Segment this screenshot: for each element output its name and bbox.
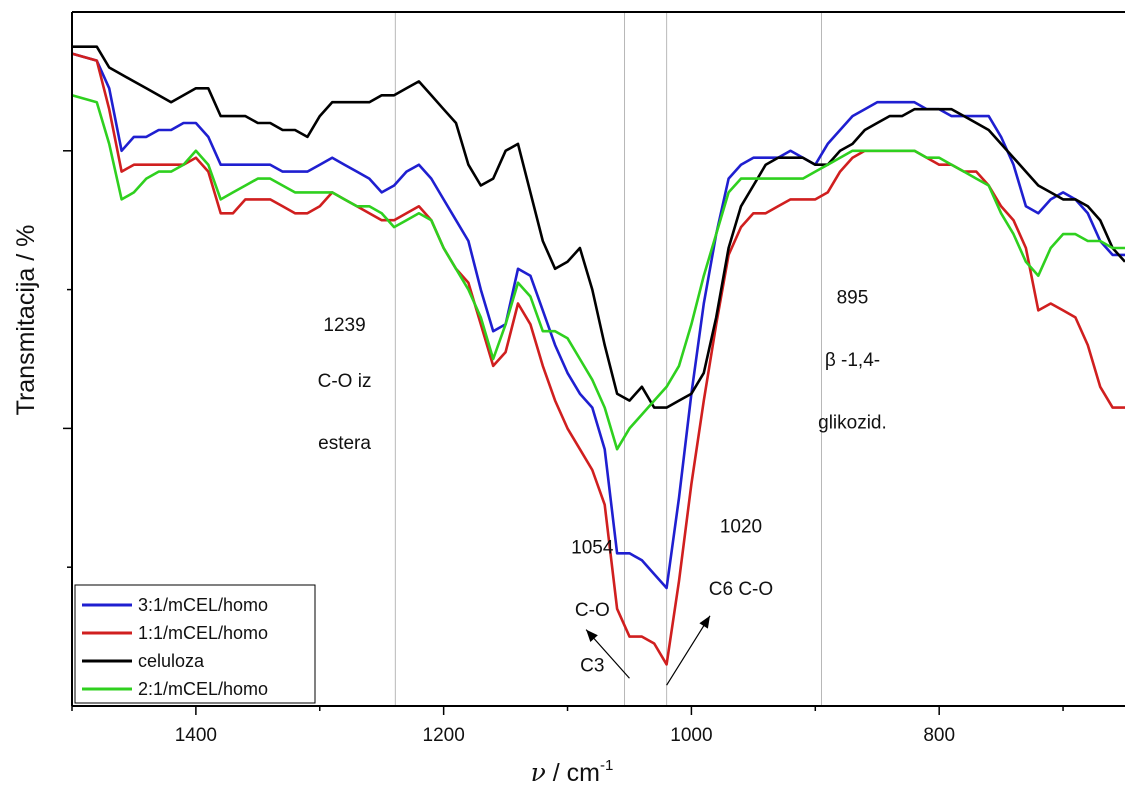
annotation-arrow xyxy=(666,615,711,686)
reference-lines xyxy=(394,12,822,706)
annotation-text: estera xyxy=(318,433,371,454)
series-line xyxy=(72,45,1125,409)
x-tick-label: 1400 xyxy=(175,725,217,746)
legend-label: 3:1/mCEL/homo xyxy=(138,595,268,615)
annotation-text: C-O iz xyxy=(318,371,372,392)
x-axis-label: ν / cm-1 xyxy=(531,757,614,785)
legend: 3:1/mCEL/homo 1:1/mCEL/homo celuloza 2:1/mC… xyxy=(74,584,316,704)
y-ticks xyxy=(63,150,72,568)
arrow-head xyxy=(699,615,710,629)
y-axis-label: Transmitacija / % xyxy=(12,225,40,416)
annotation-text: 1239 xyxy=(323,315,365,336)
series-line xyxy=(71,52,1125,590)
x-axis-symbol: ν xyxy=(531,758,546,785)
x-tick-label: 800 xyxy=(923,725,955,746)
x-tick-label: 1200 xyxy=(423,725,465,746)
legend-label: 1:1/mCEL/homo xyxy=(138,623,268,643)
x-axis-exponent: -1 xyxy=(600,757,613,774)
annotation-text: C3 xyxy=(580,655,604,676)
legend-label: celuloza xyxy=(138,651,205,671)
series-line xyxy=(71,52,1125,666)
annotation-text: 895 xyxy=(837,287,869,308)
x-tick-label: 1000 xyxy=(670,725,712,746)
x-ticks: 1400 1200 1000 800 xyxy=(71,706,1064,746)
series-line xyxy=(71,94,1125,451)
arrow-head xyxy=(586,629,598,642)
series-group xyxy=(71,45,1125,666)
x-axis-unit: / cm xyxy=(546,759,600,785)
annotation-text: glikozid. xyxy=(818,412,887,433)
legend-label: 2:1/mCEL/homo xyxy=(138,679,268,699)
annotation-text: C-O xyxy=(575,600,610,621)
annotation-text: β -1,4- xyxy=(825,350,880,371)
axes xyxy=(71,11,1125,707)
annotations: 1239 C-O iz estera 1054 C-O C3 1020 C6 C-O 895 β … xyxy=(318,287,887,676)
arrows xyxy=(585,615,711,686)
annotation-text: 1054 xyxy=(571,537,614,558)
annotation-text: C6 C-O xyxy=(709,579,773,600)
annotation-text: 1020 xyxy=(720,517,762,538)
